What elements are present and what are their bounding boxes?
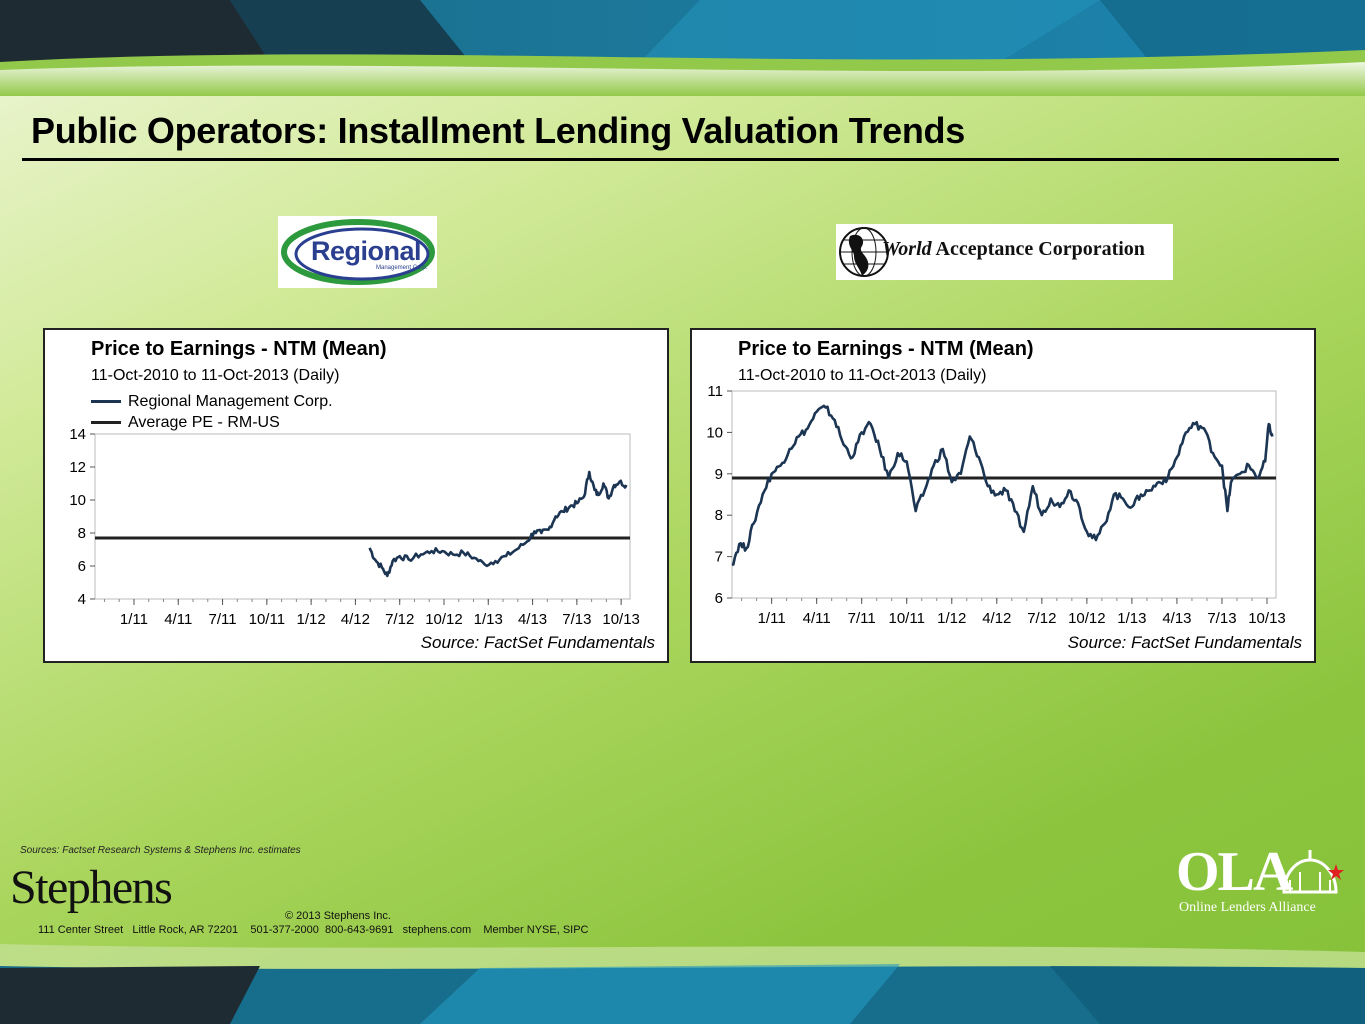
plot-area (94, 433, 631, 600)
x-tick-label: 7/12 (1027, 610, 1056, 627)
x-tick-label: 4/12 (982, 610, 1011, 627)
capitol-dome-icon (1282, 850, 1344, 894)
regional-logo-text: Regional (311, 236, 422, 266)
header-band (0, 0, 1365, 96)
legend-swatch-series (91, 400, 121, 403)
x-tick-label: 10/12 (1068, 610, 1106, 627)
chart-subtitle: 11-Oct-2010 to 11-Oct-2013 (Daily) (91, 367, 340, 384)
chart-panel-regional: Price to Earnings - NTM (Mean) 11-Oct-20… (43, 328, 669, 663)
y-tick-label: 9 (715, 466, 723, 483)
plot-area (731, 390, 1277, 599)
slide-title: Public Operators: Installment Lending Va… (31, 110, 965, 151)
ola-logo-subtext: Online Lenders Alliance (1179, 900, 1316, 915)
y-tick-label: 10 (69, 492, 86, 509)
x-tick-label: 10/11 (889, 610, 925, 627)
x-tick-label: 7/11 (209, 611, 237, 628)
chart-plot-regional: 4 6 8 10 12 14 1/11 4/11 7/11 10/11 1/12 4/12 7/12 10… (69, 426, 640, 628)
x-tick-label: 4/13 (1162, 610, 1191, 627)
address-text: 111 Center Street Little Rock, AR 72201 … (38, 924, 589, 936)
world-logo-text-rest: Acceptance Corporation (931, 238, 1145, 260)
legend-entry-series: Regional Management Corp. (128, 393, 333, 410)
title-underline (22, 158, 1339, 161)
chart-source: Source: FactSet Fundamentals (420, 633, 655, 652)
x-tick-label: 1/13 (1117, 610, 1146, 627)
chart-title: Price to Earnings - NTM (Mean) (738, 338, 1034, 360)
legend-entry-average: Average PE - RM-US (128, 414, 280, 431)
world-acceptance-logo: World Acceptance Corporation (836, 224, 1173, 280)
copyright-text: © 2013 Stephens Inc. (285, 910, 391, 922)
x-tick-label: 4/11 (164, 611, 192, 628)
x-tick-label: 10/13 (602, 611, 640, 628)
regional-logo-subtext: Management Corp. (376, 265, 428, 271)
x-tick-label: 4/13 (518, 611, 547, 628)
y-tick-label: 8 (715, 507, 723, 524)
legend-swatch-average (91, 421, 121, 424)
x-tick-label: 7/13 (562, 611, 591, 628)
y-tick-label: 8 (78, 525, 86, 542)
x-tick-label: 4/12 (341, 611, 370, 628)
y-tick-label: 4 (78, 591, 86, 608)
y-tick-label: 7 (715, 549, 723, 566)
world-logo-text-italic: World (882, 238, 932, 260)
x-tick-label: 1/12 (297, 611, 326, 628)
chart-subtitle: 11-Oct-2010 to 11-Oct-2013 (Daily) (738, 367, 987, 384)
ola-logo-text: OLA (1176, 841, 1293, 903)
stephens-logo: Stephens (10, 861, 173, 914)
x-tick-label: 7/12 (385, 611, 414, 628)
y-tick-label: 12 (69, 459, 86, 476)
x-tick-label: 1/11 (758, 610, 786, 627)
footer-band (0, 944, 1365, 1024)
world-logo-text: World Acceptance Corporation (882, 238, 1145, 261)
sources-note: Sources: Factset Research Systems & Step… (20, 845, 301, 856)
globe-icon (839, 227, 889, 277)
chart-title: Price to Earnings - NTM (Mean) (91, 338, 387, 360)
x-tick-label: 1/11 (120, 611, 148, 628)
x-tick-label: 1/13 (474, 611, 503, 628)
y-tick-label: 10 (706, 424, 723, 441)
chart-source: Source: FactSet Fundamentals (1067, 633, 1302, 652)
x-tick-label: 10/11 (249, 611, 285, 628)
y-tick-label: 6 (78, 558, 86, 575)
series-line (368, 470, 628, 578)
chart-plot-world: 6 7 8 9 10 11 1/11 4/11 7/11 10/11 1/12 4/12 7/12 10/… (706, 383, 1286, 627)
y-tick-label: 14 (69, 426, 86, 443)
x-tick-label: 7/11 (848, 610, 876, 627)
y-tick-label: 11 (707, 383, 723, 400)
x-tick-label: 10/12 (425, 611, 463, 628)
y-tick-label: 6 (715, 590, 723, 607)
x-tick-label: 7/13 (1207, 610, 1236, 627)
regional-management-logo: Regional Management Corp. (278, 216, 437, 288)
x-tick-label: 1/12 (937, 610, 966, 627)
series-line (731, 404, 1274, 567)
chart-panel-world: Price to Earnings - NTM (Mean) 11-Oct-20… (690, 328, 1316, 663)
x-tick-label: 10/13 (1248, 610, 1286, 627)
regional-swoosh-icon (281, 219, 435, 285)
x-tick-label: 4/11 (803, 610, 831, 627)
